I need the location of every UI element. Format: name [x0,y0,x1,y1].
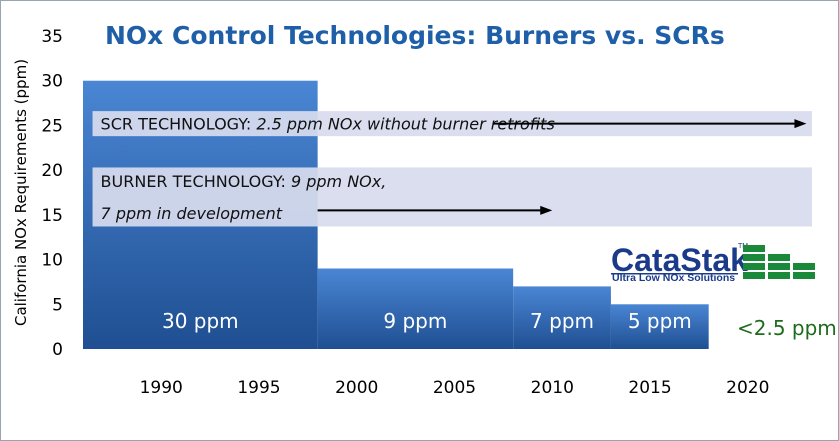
bar-label-1: 9 ppm [383,309,447,333]
chart-title: NOx Control Technologies: Burners vs. SC… [105,21,725,50]
bar-label-0: 30 ppm [162,309,239,333]
burner-band [92,167,813,227]
x-tick-1995: 1995 [237,378,280,398]
burner-arrow-head [540,205,553,215]
x-tick-2000: 2000 [335,378,378,398]
y-axis-label: California NOx Requirements (ppm) [12,59,30,326]
scr-band-italic: 2.5 ppm NOx without burner retrofits [256,115,554,134]
bar-3 [610,304,709,349]
burner-band-italic: 7 ppm in development [101,204,283,223]
burner-band-line-1: 7 ppm in development [101,204,283,223]
logo-block-2-0 [743,263,765,270]
y-tick-35: 35 [41,27,63,47]
logo-block-3-1 [768,272,790,279]
scr-arrow-head [794,119,807,129]
scr-band-prefix: SCR TECHNOLOGY: [101,115,257,134]
logo-block-3-0 [743,272,765,279]
logo-wordmark: CataStak [611,242,748,278]
logo-stacked-blocks-icon [743,245,815,279]
x-tick-1990: 1990 [140,378,183,398]
x-tick-2005: 2005 [433,378,476,398]
y-tick-30: 30 [41,72,63,92]
logo-underline [611,273,738,275]
bar-label-3: 5 ppm [628,309,692,333]
logo-block-3-2 [793,272,815,279]
logo-block-2-1 [768,263,790,270]
x-tick-2020: 2020 [726,378,769,398]
burner-band-prefix: BURNER TECHNOLOGY: [101,172,291,191]
logo-block-1-0 [743,254,765,261]
y-tick-15: 15 [41,206,63,226]
burner-band-italic: 9 ppm NOx, [291,172,386,191]
y-tick-20: 20 [41,161,63,181]
bar-2 [513,286,611,349]
logo-block-0-0 [743,245,765,252]
bar-label-2: 7 ppm [530,309,594,333]
catastak-logo: CataStak TM Ultra Low NOx Solutions [611,242,815,284]
y-tick-5: 5 [52,295,63,315]
burner-band-line-0: BURNER TECHNOLOGY: 9 ppm NOx, [101,172,387,191]
logo-tagline: Ultra Low NOx Solutions [612,272,735,284]
bar-1 [317,268,514,349]
logo-block-2-2 [793,263,815,270]
scr-band-line-0: SCR TECHNOLOGY: 2.5 ppm NOx without burn… [101,115,555,134]
y-tick-25: 25 [41,116,63,136]
logo-block-1-1 [768,254,790,261]
y-tick-0: 0 [52,340,63,360]
outside-label: <2.5 ppm [737,316,837,340]
y-tick-10: 10 [41,251,63,271]
x-tick-2010: 2010 [531,378,574,398]
x-tick-2015: 2015 [628,378,671,398]
